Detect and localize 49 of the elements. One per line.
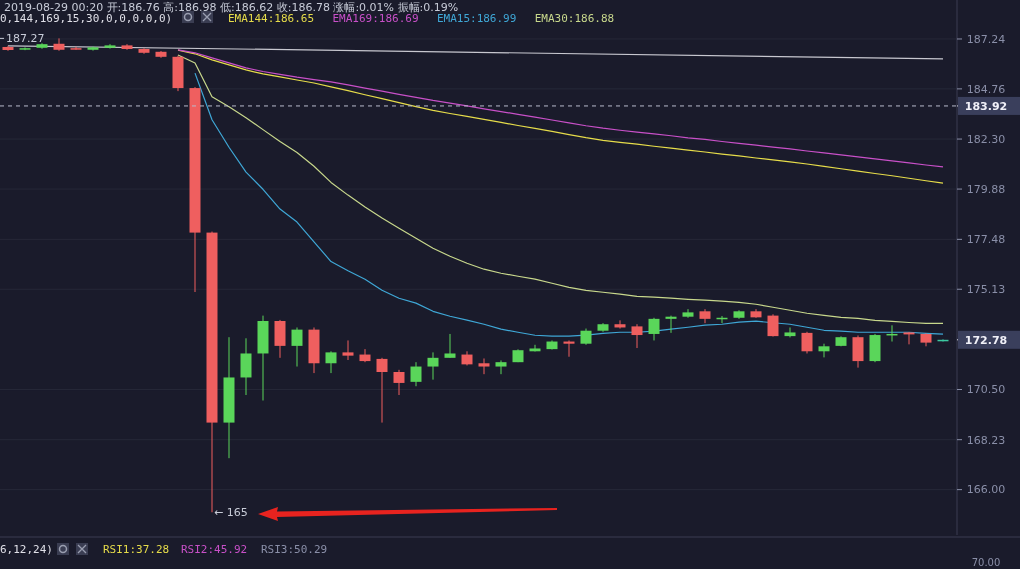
candlestick [631, 323, 643, 349]
candlestick [410, 361, 422, 387]
candlestick [478, 357, 490, 375]
annotation: 187.27 [6, 32, 45, 46]
candlestick [852, 334, 864, 369]
candlestick [784, 326, 796, 338]
candlestick [53, 37, 65, 52]
candlestick [563, 339, 575, 358]
candlestick [767, 313, 779, 338]
y-tick-label: 175.13 [966, 283, 1006, 297]
y-tick-label: 182.30 [966, 132, 1006, 146]
candlestick [359, 348, 371, 363]
text: EMA144:186.65 [228, 11, 315, 25]
candlestick [291, 326, 303, 368]
candlestick [648, 317, 660, 341]
candlestick [495, 359, 507, 375]
text: RSI2:45.92 [181, 542, 248, 556]
text: EMA169:186.69 [332, 11, 419, 25]
candlestick [427, 351, 439, 381]
candlestick [903, 331, 915, 345]
y-tick-label: 184.76 [966, 82, 1006, 96]
candlestick [325, 350, 337, 374]
text: RSI1:37.28 [103, 542, 170, 556]
text: 70.00 [971, 556, 1001, 568]
candlestick [614, 319, 626, 330]
chart-title: 2019-08-29 00:20 开:186.76 高:186.98 低:186.62 收:186.78 涨幅:0.01% 振幅:0.19% [4, 0, 459, 14]
y-tick-label: 168.23 [966, 433, 1006, 447]
text: EMA30:186.88 [534, 11, 615, 25]
candlestick [444, 333, 456, 359]
candlestick [818, 343, 830, 358]
candlestick [801, 331, 813, 354]
candlestick [342, 339, 354, 361]
text: EMA15:186.99 [436, 11, 517, 25]
y-tick-label: 166.00 [966, 483, 1006, 497]
y-tick-label: 179.88 [966, 182, 1006, 196]
candlestick [376, 357, 388, 424]
candlestick [665, 315, 677, 334]
text: 6,12,24) [0, 542, 53, 556]
y-tick-label: 170.50 [966, 383, 1006, 397]
candlestick [240, 337, 252, 396]
candlestick [529, 344, 541, 353]
y-tick-label: 187.24 [966, 32, 1006, 46]
candlestick [393, 369, 405, 396]
annotation: 0,144,169,15,30,0,0,0,0,0) [0, 11, 173, 25]
text: RSI3:50.29 [261, 542, 328, 556]
y-tick-label: 177.48 [966, 233, 1006, 247]
text: 172.78 [964, 333, 1008, 347]
ref-line-label: 183.92 [964, 99, 1008, 113]
annotation: ← 165 [214, 506, 248, 520]
